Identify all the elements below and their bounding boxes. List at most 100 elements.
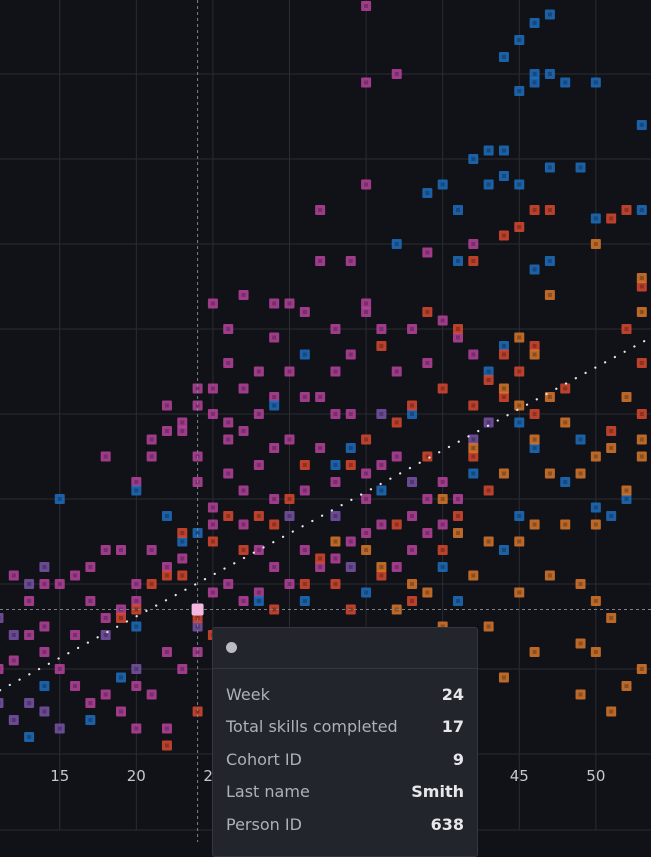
data-point-center <box>471 352 475 356</box>
tooltip-header <box>213 628 477 669</box>
data-point-center <box>441 565 445 569</box>
data-point-center <box>471 471 475 475</box>
data-point-center <box>27 582 31 586</box>
data-point-center <box>487 420 491 424</box>
data-point-center <box>333 582 337 586</box>
data-point-center <box>624 488 628 492</box>
data-point-center <box>318 259 322 263</box>
tooltip-label: Week <box>226 685 270 704</box>
data-point-center <box>487 182 491 186</box>
data-point-center <box>257 514 261 518</box>
data-point-center <box>425 531 429 535</box>
x-tick-label: 20 <box>127 767 146 785</box>
data-point-center <box>196 386 200 390</box>
data-point-center <box>456 208 460 212</box>
data-point-center <box>502 471 506 475</box>
data-point-center <box>533 72 537 76</box>
data-point-center <box>594 80 598 84</box>
data-point-center <box>134 488 138 492</box>
data-point-center <box>533 80 537 84</box>
data-point-center <box>395 565 399 569</box>
data-point-center <box>640 208 644 212</box>
x-tick-label: 45 <box>510 767 529 785</box>
data-point-center <box>211 590 215 594</box>
data-point-center <box>379 522 383 526</box>
data-point-center <box>333 539 337 543</box>
data-point-center <box>548 12 552 16</box>
data-point-center <box>517 335 521 339</box>
data-point-center <box>379 573 383 577</box>
data-point-center <box>165 650 169 654</box>
data-point-center <box>303 395 307 399</box>
data-point-center <box>579 165 583 169</box>
data-point-center <box>257 599 261 603</box>
data-point-center <box>441 386 445 390</box>
data-point-center <box>349 412 353 416</box>
data-point-center <box>640 361 644 365</box>
data-point-center <box>211 522 215 526</box>
data-point-center <box>226 420 230 424</box>
data-point-center <box>333 514 337 518</box>
data-point-center <box>226 582 230 586</box>
data-point-center <box>441 548 445 552</box>
tooltip-label: Last name <box>226 782 310 801</box>
data-point-center <box>333 412 337 416</box>
data-point-center <box>502 386 506 390</box>
data-point-center <box>349 352 353 356</box>
data-point-center <box>425 361 429 365</box>
data-point-center <box>517 38 521 42</box>
data-point-center <box>410 480 414 484</box>
data-point-center <box>640 667 644 671</box>
data-point-center <box>410 599 414 603</box>
tooltip-label: Person ID <box>226 815 302 834</box>
data-point-center <box>104 633 108 637</box>
data-point-center <box>165 743 169 747</box>
data-point-center <box>180 556 184 560</box>
data-point-center <box>349 565 353 569</box>
data-point-center <box>226 437 230 441</box>
data-point-center <box>579 641 583 645</box>
data-point-center <box>624 497 628 501</box>
data-point-center <box>563 420 567 424</box>
x-tick-label: 15 <box>50 767 69 785</box>
data-point-center <box>288 301 292 305</box>
data-point-center <box>104 616 108 620</box>
data-point-center <box>211 505 215 509</box>
data-point-center <box>349 446 353 450</box>
data-point-center <box>288 437 292 441</box>
tooltip-value: 17 <box>442 717 464 736</box>
data-point-center <box>624 208 628 212</box>
data-point-center <box>364 531 368 535</box>
data-point-center <box>502 395 506 399</box>
data-point-center <box>609 446 613 450</box>
data-point-center <box>456 599 460 603</box>
data-point-center <box>533 344 537 348</box>
data-point-center <box>517 590 521 594</box>
data-point-center <box>272 301 276 305</box>
data-point-center <box>410 548 414 552</box>
data-point-center <box>640 310 644 314</box>
data-point-center <box>471 446 475 450</box>
data-point-center <box>533 650 537 654</box>
data-point <box>0 664 3 674</box>
data-point-center <box>395 522 399 526</box>
data-point-center <box>257 412 261 416</box>
x-tick-label: 50 <box>586 767 605 785</box>
data-point-center <box>119 709 123 713</box>
data-point-center <box>242 488 246 492</box>
data-point-center <box>333 327 337 331</box>
data-point-center <box>288 582 292 586</box>
data-point-center <box>165 726 169 730</box>
data-point-center <box>517 369 521 373</box>
data-point-center <box>364 182 368 186</box>
data-point-center <box>242 599 246 603</box>
data-point-center <box>517 514 521 518</box>
data-point-center <box>257 463 261 467</box>
data-point-center <box>502 344 506 348</box>
data-point-center <box>333 480 337 484</box>
data-point-center <box>502 352 506 356</box>
data-point-center <box>379 344 383 348</box>
data-point-center <box>395 72 399 76</box>
data-point-center <box>410 582 414 586</box>
